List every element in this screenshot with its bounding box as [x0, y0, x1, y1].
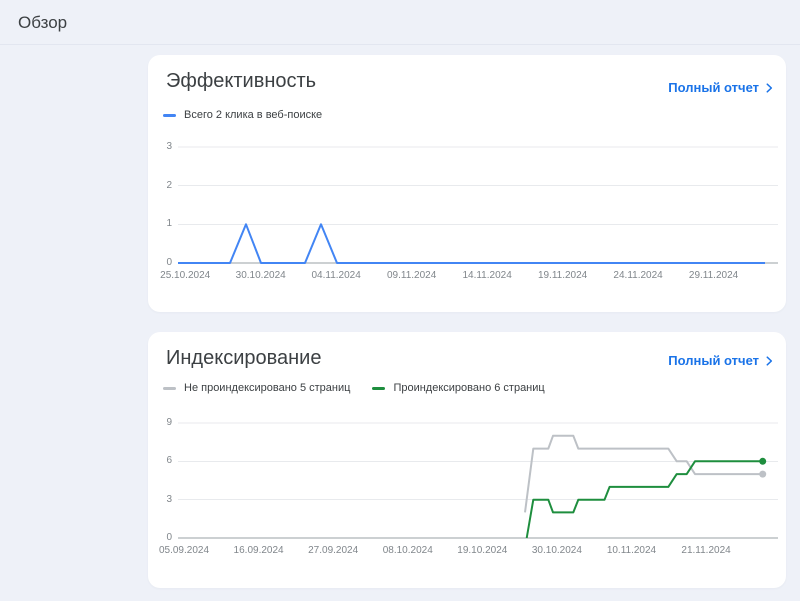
series-end-dot	[759, 470, 767, 478]
performance-full-report-link[interactable]: Полный отчет	[668, 80, 776, 95]
series-line	[525, 460, 763, 539]
y-tick-label: 3	[166, 141, 172, 152]
y-tick-label: 6	[166, 455, 172, 467]
y-tick-label: 9	[166, 417, 172, 428]
performance-chart[interactable]	[178, 146, 778, 264]
x-tick-label: 30.10.2024	[235, 270, 286, 281]
indexing-card: Индексирование Полный отчет Не проиндекс…	[148, 332, 786, 588]
series-line	[524, 434, 763, 513]
legend-dash-icon	[163, 386, 176, 390]
x-tick-label: 04.11.2024	[311, 270, 361, 281]
x-tick-label: 16.09.2024	[233, 545, 284, 556]
x-tick-label: 10.11.2024	[606, 545, 657, 556]
x-tick-label: 05.09.2024	[158, 545, 210, 556]
chart-canvas	[178, 146, 778, 264]
x-tick-label: 08.10.2024	[382, 545, 433, 556]
x-tick-label: 30.10.2024	[531, 545, 582, 556]
x-tick-label: 19.11.2024	[537, 270, 588, 281]
legend-label: Не проиндексировано 5 страниц	[184, 382, 351, 394]
y-tick-label: 2	[166, 179, 172, 191]
performance-card-title: Эффективность	[166, 70, 317, 92]
full-report-link-label: Полный отчет	[668, 80, 759, 95]
top-header: Обзор	[0, 0, 800, 45]
indexing-chart[interactable]	[178, 422, 778, 539]
performance-x-axis: 25.10.2024 30.10.2024 04.11.2024 09.11.2024…	[160, 270, 778, 284]
full-report-link-label: Полный отчет	[668, 353, 759, 368]
y-tick-label: 0	[166, 257, 172, 268]
legend-label: Всего 2 клика в веб-поиске	[184, 109, 323, 121]
series-end-dot	[759, 457, 767, 465]
y-tick-label: 3	[166, 493, 172, 505]
legend-label: Проиндексировано 6 страниц	[393, 382, 545, 394]
indexing-full-report-link[interactable]: Полный отчет	[668, 353, 776, 368]
legend-item-not-indexed[interactable]: Не проиндексировано 5 страниц	[163, 382, 350, 394]
legend-dash-icon	[372, 386, 386, 390]
y-tick-label: 1	[166, 218, 172, 230]
legend-item-indexed[interactable]: Проиндексировано 6 страниц	[372, 382, 545, 394]
indexing-x-axis: 05.09.2024 16.09.2024 27.09.2024 08.10.2024…	[159, 545, 778, 559]
page-title: Обзор	[18, 13, 68, 32]
performance-y-axis: 0 1 2 3	[148, 141, 172, 268]
y-tick-label: 0	[166, 532, 172, 543]
series-line	[178, 223, 765, 264]
x-tick-label: 21.11.2024	[681, 545, 731, 556]
x-tick-label: 24.11.2024	[613, 270, 663, 281]
chart-canvas	[178, 422, 778, 539]
chevron-right-icon	[762, 354, 776, 368]
x-tick-label: 25.10.2024	[160, 270, 211, 281]
legend-item-clicks[interactable]: Всего 2 клика в веб-поиске	[163, 109, 322, 121]
indexing-y-axis: 0 3 6 9	[148, 417, 172, 543]
indexing-legend: Не проиндексировано 5 страниц Проиндекси…	[163, 382, 545, 394]
x-tick-label: 29.11.2024	[688, 270, 739, 281]
x-tick-label: 27.09.2024	[308, 545, 359, 556]
performance-legend: Всего 2 клика в веб-поиске	[163, 109, 322, 121]
legend-dash-icon	[163, 113, 176, 117]
x-tick-label: 19.10.2024	[457, 545, 508, 556]
chevron-right-icon	[762, 81, 776, 95]
performance-card: Эффективность Полный отчет Всего 2 клика…	[148, 55, 786, 312]
indexing-card-title: Индексирование	[166, 347, 322, 369]
x-tick-label: 09.11.2024	[386, 270, 437, 281]
x-tick-label: 14.11.2024	[462, 270, 512, 281]
